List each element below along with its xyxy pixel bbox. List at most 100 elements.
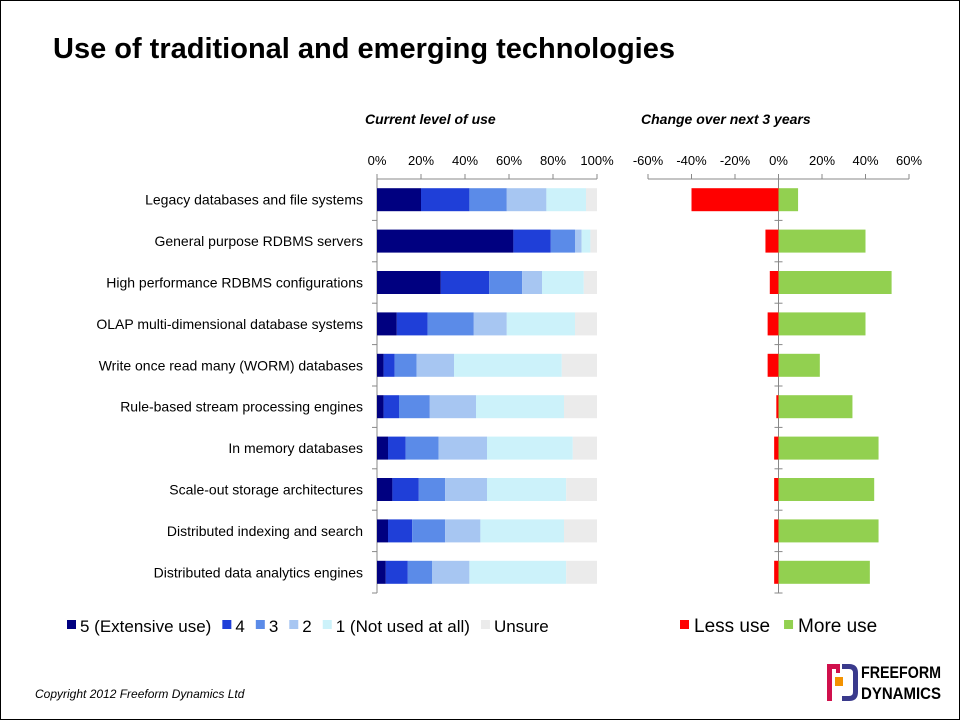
bar-1-not-used-at-all-legacy-databases-and-file-systems bbox=[546, 188, 586, 212]
bar-less-use-scale-out-storage-architectures bbox=[774, 478, 779, 501]
bar-3-rule-based-stream-processing-engines bbox=[399, 395, 430, 419]
bar-1-not-used-at-all-write-once-read-many-worm-databases bbox=[454, 353, 562, 377]
copyright-text: Copyright 2012 Freeform Dynamics Ltd bbox=[35, 687, 245, 701]
bar-4-distributed-data-analytics-engines bbox=[385, 560, 408, 584]
bar-2-distributed-data-analytics-engines bbox=[432, 560, 470, 584]
bar-less-use-general-purpose-rdbms-servers bbox=[765, 229, 779, 253]
legend-swatch-less-use bbox=[680, 620, 689, 629]
logo-text-line1: FREEFORM bbox=[861, 663, 941, 682]
bar-more-use-legacy-databases-and-file-systems bbox=[778, 188, 799, 212]
legend-swatch-1-not-used-at-all bbox=[322, 620, 332, 629]
bar-5-extensive-use-in-memory-databases bbox=[377, 436, 388, 460]
bar-5-extensive-use-distributed-indexing-and-search bbox=[377, 519, 388, 543]
legend-label-3: 3 bbox=[269, 617, 278, 636]
bar-3-high-performance-rdbms-configurations bbox=[489, 271, 523, 294]
category-label-high-performance-rdbms-configurations: High performance RDBMS configurations bbox=[106, 275, 363, 291]
bar-more-use-olap-multi-dimensional-database-systems bbox=[778, 312, 866, 336]
bar-1-not-used-at-all-distributed-data-analytics-engines bbox=[469, 560, 567, 584]
category-label-scale-out-storage-architectures: Scale-out storage architectures bbox=[169, 482, 363, 498]
bar-5-extensive-use-write-once-read-many-worm-databases bbox=[377, 353, 384, 377]
bar-less-use-write-once-read-many-worm-databases bbox=[767, 353, 779, 377]
bar-5-extensive-use-distributed-data-analytics-engines bbox=[377, 560, 386, 584]
bar-1-not-used-at-all-general-purpose-rdbms-servers bbox=[581, 229, 591, 253]
bar-1-not-used-at-all-in-memory-databases bbox=[487, 436, 573, 460]
right-x-tick-label: 20% bbox=[809, 153, 835, 168]
left-x-tick-label: 0% bbox=[368, 153, 387, 168]
legend-label-unsure: Unsure bbox=[494, 617, 549, 636]
bar-more-use-high-performance-rdbms-configurations bbox=[778, 271, 892, 294]
bar-unsure-distributed-data-analytics-engines bbox=[566, 560, 597, 584]
left-x-tick-label: 100% bbox=[580, 153, 614, 168]
bar-unsure-in-memory-databases bbox=[572, 436, 597, 460]
legend-swatch-5-extensive-use bbox=[67, 620, 76, 629]
bar-4-general-purpose-rdbms-servers bbox=[513, 229, 551, 253]
bar-unsure-olap-multi-dimensional-database-systems bbox=[575, 312, 597, 336]
bar-less-use-high-performance-rdbms-configurations bbox=[769, 271, 779, 294]
bar-unsure-legacy-databases-and-file-systems bbox=[586, 188, 597, 212]
category-label-write-once-read-many-worm-databases: Write once read many (WORM) databases bbox=[99, 357, 363, 373]
bar-1-not-used-at-all-distributed-indexing-and-search bbox=[480, 519, 564, 543]
bar-2-scale-out-storage-architectures bbox=[445, 478, 487, 501]
category-label-distributed-indexing-and-search: Distributed indexing and search bbox=[167, 523, 363, 539]
left-x-tick-label: 60% bbox=[496, 153, 522, 168]
bar-more-use-general-purpose-rdbms-servers bbox=[778, 229, 866, 253]
right-x-tick-label: 0% bbox=[769, 153, 788, 168]
legend-swatch-4 bbox=[222, 620, 232, 629]
right-x-tick-label: -60% bbox=[633, 153, 664, 168]
bar-3-in-memory-databases bbox=[405, 436, 439, 460]
bar-2-distributed-indexing-and-search bbox=[445, 519, 481, 543]
legend-swatch-3 bbox=[255, 620, 265, 629]
left-chart-title: Current level of use bbox=[365, 111, 496, 127]
legend-label-5-extensive-use: 5 (Extensive use) bbox=[80, 617, 211, 636]
left-x-tick-label: 20% bbox=[408, 153, 434, 168]
bar-more-use-distributed-data-analytics-engines bbox=[778, 560, 870, 584]
bar-more-use-in-memory-databases bbox=[778, 436, 879, 460]
bar-unsure-write-once-read-many-worm-databases bbox=[561, 353, 597, 377]
legend-swatch-2 bbox=[289, 620, 299, 629]
bar-5-extensive-use-legacy-databases-and-file-systems bbox=[377, 188, 421, 212]
bar-5-extensive-use-scale-out-storage-architectures bbox=[377, 478, 393, 501]
bar-4-olap-multi-dimensional-database-systems bbox=[396, 312, 428, 336]
bar-2-in-memory-databases bbox=[438, 436, 487, 460]
bar-less-use-distributed-indexing-and-search bbox=[774, 519, 779, 543]
bar-unsure-scale-out-storage-architectures bbox=[566, 478, 597, 501]
bar-more-use-scale-out-storage-architectures bbox=[778, 478, 875, 501]
category-label-olap-multi-dimensional-database-systems: OLAP multi-dimensional database systems bbox=[96, 316, 363, 332]
bar-3-distributed-indexing-and-search bbox=[412, 519, 446, 543]
category-label-legacy-databases-and-file-systems: Legacy databases and file systems bbox=[145, 192, 363, 208]
left-x-tick-label: 80% bbox=[540, 153, 566, 168]
bar-4-write-once-read-many-worm-databases bbox=[383, 353, 395, 377]
logo-text-line2: DYNAMICS bbox=[861, 684, 941, 703]
bar-unsure-rule-based-stream-processing-engines bbox=[564, 395, 597, 419]
bar-5-extensive-use-general-purpose-rdbms-servers bbox=[377, 229, 514, 253]
freeform-dynamics-logo: FREEFORM DYNAMICS bbox=[827, 663, 941, 703]
logo-mark-center bbox=[835, 677, 843, 686]
bar-4-in-memory-databases bbox=[388, 436, 406, 460]
bar-1-not-used-at-all-high-performance-rdbms-configurations bbox=[542, 271, 584, 294]
bar-less-use-rule-based-stream-processing-engines bbox=[776, 395, 779, 419]
bar-1-not-used-at-all-olap-multi-dimensional-database-systems bbox=[506, 312, 575, 336]
bar-less-use-olap-multi-dimensional-database-systems bbox=[767, 312, 779, 336]
bar-2-rule-based-stream-processing-engines bbox=[429, 395, 476, 419]
legend-swatch-unsure bbox=[480, 620, 490, 629]
bar-unsure-general-purpose-rdbms-servers bbox=[590, 229, 597, 253]
left-x-tick-label: 40% bbox=[452, 153, 478, 168]
right-x-tick-label: 60% bbox=[896, 153, 922, 168]
category-label-distributed-data-analytics-engines: Distributed data analytics engines bbox=[154, 564, 363, 580]
bar-1-not-used-at-all-scale-out-storage-architectures bbox=[487, 478, 567, 501]
bar-5-extensive-use-rule-based-stream-processing-engines bbox=[377, 395, 384, 419]
category-label-rule-based-stream-processing-engines: Rule-based stream processing engines bbox=[120, 399, 363, 415]
bar-more-use-distributed-indexing-and-search bbox=[778, 519, 879, 543]
page-title: Use of traditional and emerging technolo… bbox=[53, 33, 675, 65]
legend-label-more-use: More use bbox=[798, 616, 877, 637]
bar-2-high-performance-rdbms-configurations bbox=[522, 271, 542, 294]
bar-3-olap-multi-dimensional-database-systems bbox=[427, 312, 474, 336]
bar-2-olap-multi-dimensional-database-systems bbox=[473, 312, 507, 336]
bar-4-rule-based-stream-processing-engines bbox=[383, 395, 399, 419]
category-label-in-memory-databases: In memory databases bbox=[228, 440, 363, 456]
legend-label-2: 2 bbox=[302, 617, 311, 636]
legend-label-less-use: Less use bbox=[694, 616, 770, 637]
right-x-tick-label: -40% bbox=[676, 153, 707, 168]
bar-3-scale-out-storage-architectures bbox=[418, 478, 446, 501]
